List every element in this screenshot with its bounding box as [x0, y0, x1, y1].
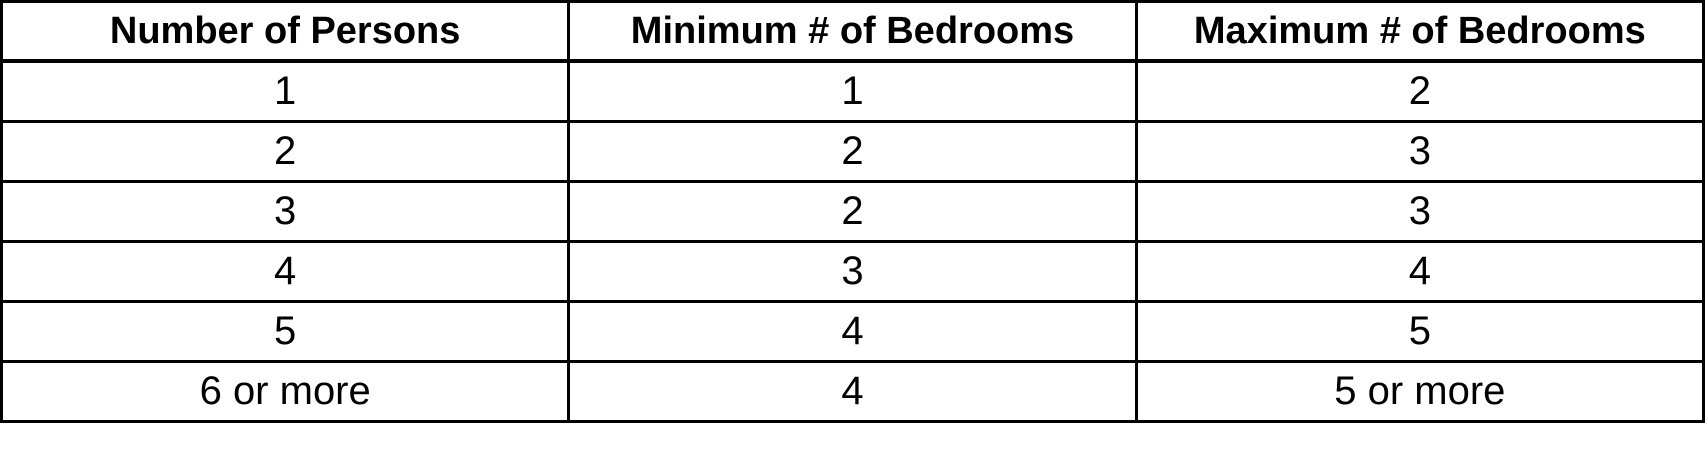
- table-cell: 1: [567, 59, 1138, 123]
- table-cell: 5 or more: [1134, 360, 1706, 423]
- table-cell: 6 or more: [0, 360, 571, 423]
- table-header: Number of Persons Minimum # of Bedrooms …: [0, 0, 1706, 63]
- table-cell: 4: [567, 300, 1138, 363]
- table-cell: 2: [567, 180, 1138, 243]
- table-cell: 3: [1134, 120, 1706, 183]
- table-cell: 3: [567, 240, 1138, 303]
- header-row: Number of Persons Minimum # of Bedrooms …: [0, 0, 1706, 63]
- table-container: Number of Persons Minimum # of Bedrooms …: [0, 0, 1706, 423]
- table-cell: 2: [0, 120, 571, 183]
- column-header-minimum-bedrooms: Minimum # of Bedrooms: [567, 0, 1138, 63]
- table-row: 6 or more 4 5 or more: [0, 360, 1706, 423]
- table-cell: 4: [567, 360, 1138, 423]
- table-cell: 5: [1134, 300, 1706, 363]
- table-cell: 2: [1134, 59, 1706, 123]
- table-cell: 1: [0, 59, 571, 123]
- table-cell: 3: [1134, 180, 1706, 243]
- table-cell: 4: [0, 240, 571, 303]
- table-cell: 3: [0, 180, 571, 243]
- column-header-number-of-persons: Number of Persons: [0, 0, 571, 63]
- table-cell: 2: [567, 120, 1138, 183]
- table-cell: 5: [0, 300, 571, 363]
- occupancy-bedrooms-table: Number of Persons Minimum # of Bedrooms …: [0, 0, 1706, 423]
- table-cell: 4: [1134, 240, 1706, 303]
- column-header-maximum-bedrooms: Maximum # of Bedrooms: [1134, 0, 1706, 63]
